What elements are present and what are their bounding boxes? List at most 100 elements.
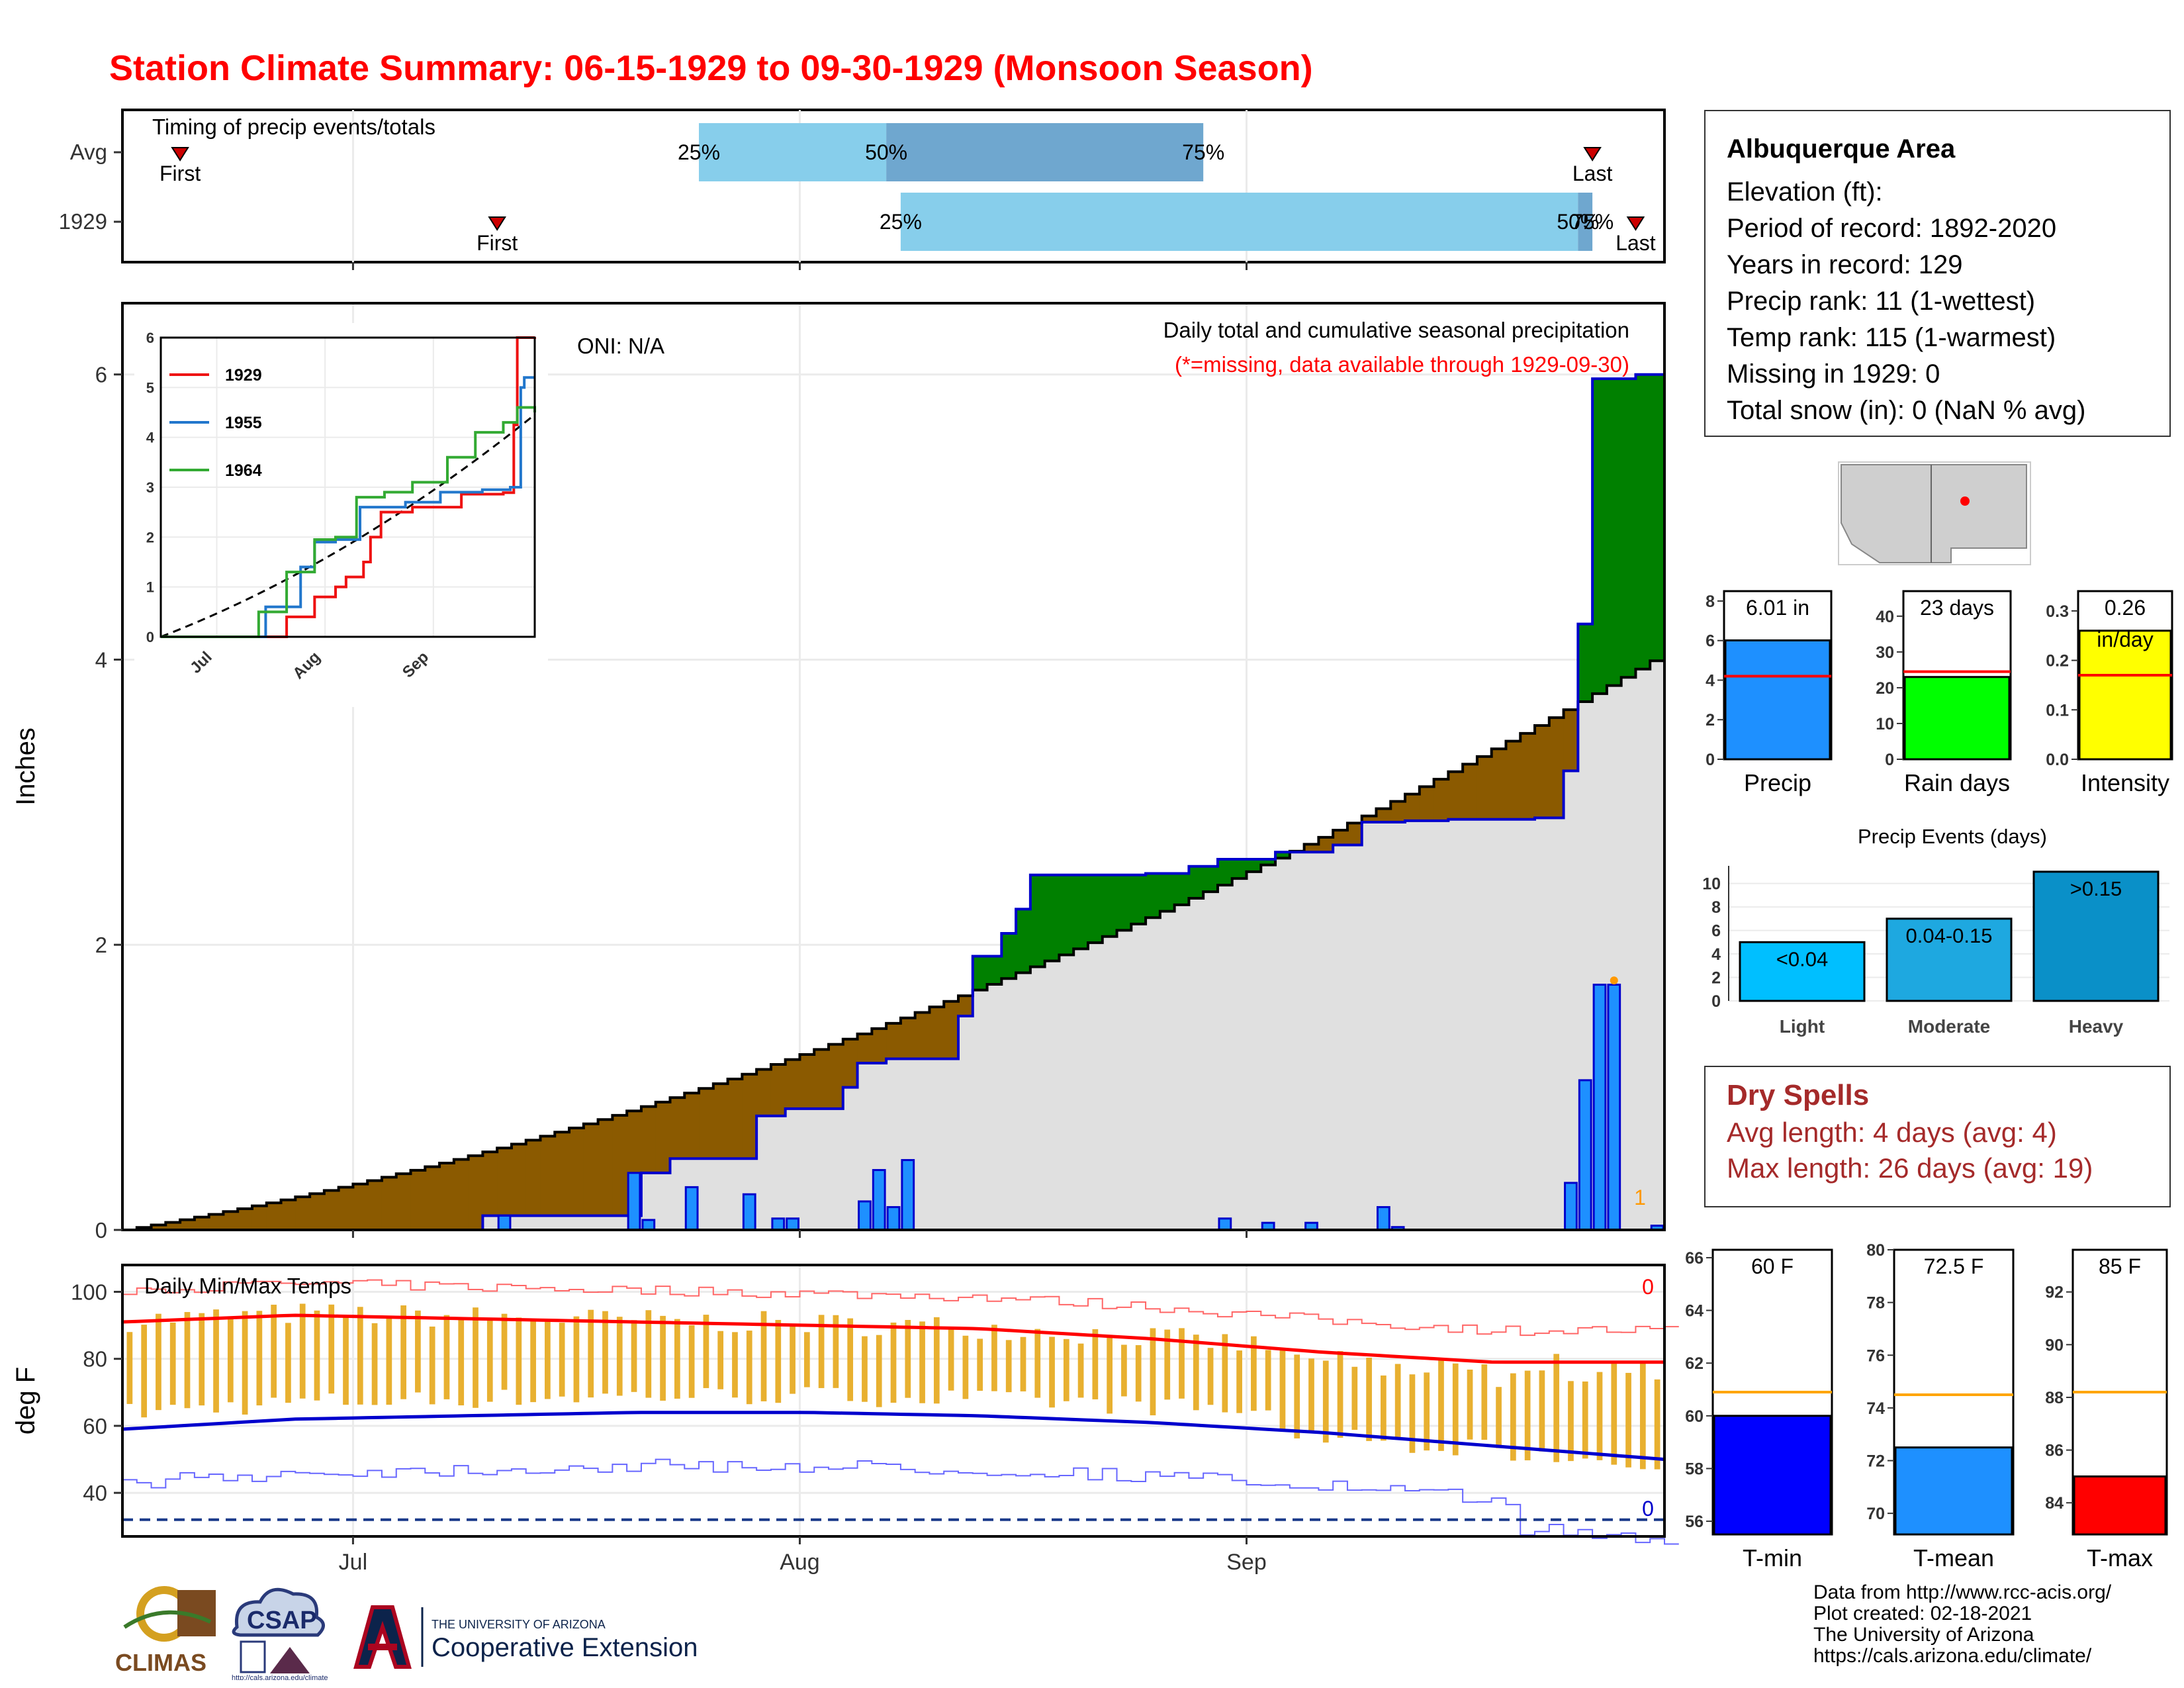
- location-map: [1838, 461, 2031, 565]
- precip-deficit: [1491, 749, 1507, 820]
- temps-daily-range: [169, 1322, 176, 1405]
- precip-deficit: [295, 1196, 310, 1230]
- temps-daily-range: [775, 1319, 782, 1403]
- precip-surplus: [1606, 379, 1622, 686]
- precip-surplus: [972, 956, 988, 990]
- timing-first-label: First: [477, 231, 518, 255]
- precip-deficit: [641, 1106, 657, 1173]
- temp-summary-2-label: T-max: [2087, 1544, 2153, 1571]
- precip-deficit: [915, 1012, 931, 1059]
- precip-deficit: [310, 1194, 325, 1230]
- temps-avg_tmax-line: [122, 1313, 1664, 1364]
- precip-summary-2-value-label: 0.26: [2105, 596, 2146, 620]
- temps-ylabel: deg F: [11, 1367, 40, 1434]
- precip-surplus: [1232, 859, 1248, 879]
- temps-daily-range: [588, 1309, 594, 1398]
- temps-daily-range: [862, 1336, 868, 1402]
- events-ytick-label: 4: [1711, 945, 1721, 964]
- precip-ytick-label: 0: [95, 1218, 107, 1243]
- precip-summary-2-label: Intensity: [2081, 769, 2169, 796]
- events-bar: [1739, 941, 1866, 1002]
- credits: Data from http://www.rcc-acis.org/ Plot …: [1813, 1582, 2111, 1667]
- precip-surplus: [1578, 624, 1593, 702]
- precip-deficit: [1419, 786, 1435, 821]
- temps-xtick-label: Sep: [1226, 1550, 1267, 1575]
- temps-daily-range: [1568, 1381, 1574, 1462]
- precip-deficit: [713, 1084, 729, 1159]
- precip-summary-1-ytick-label: 20: [1876, 679, 1894, 698]
- precip-deficit: [742, 1074, 757, 1159]
- timing-last-marker: [1626, 216, 1645, 231]
- inset-ytick-label: 1: [146, 579, 154, 596]
- temps-daily-range: [1424, 1372, 1430, 1451]
- precip-summary-1-value-label: 23 days: [1920, 596, 1994, 620]
- precip-summary-1-ytick-label: 40: [1876, 608, 1894, 626]
- precip-surplus: [1116, 874, 1132, 931]
- temps-daily-range: [473, 1307, 478, 1408]
- inset-bg: [134, 323, 548, 707]
- precip-deficit: [324, 1190, 340, 1230]
- inset-line-1929: [161, 336, 536, 638]
- logos: CLIMAS CSAP http://cals.arizona.edu/clim…: [111, 1581, 747, 1683]
- temps-daily-range: [559, 1323, 565, 1397]
- precip-summary-0-ytick-label: 6: [1706, 632, 1715, 651]
- temps-daily-range: [429, 1326, 435, 1405]
- temps-daily-range: [1409, 1374, 1416, 1453]
- temps-daily-range: [156, 1313, 161, 1411]
- temps-daily-range: [1639, 1360, 1646, 1470]
- temp-summary-1-ytick-label: 70: [1866, 1505, 1885, 1523]
- precip-deficit: [1535, 726, 1550, 818]
- precip-deficit: [1361, 816, 1377, 822]
- precip-deficit: [208, 1214, 224, 1230]
- precip-daily-bar: [1592, 984, 1607, 1231]
- precip-summary-1-ytick-label: 30: [1876, 643, 1894, 662]
- precip-oni-label: ONI: N/A: [577, 334, 664, 358]
- timing-p50-label: 50%: [865, 140, 907, 164]
- precip-deficit: [655, 1102, 671, 1173]
- temps-daily-range: [213, 1309, 219, 1413]
- precip-deficit: [439, 1163, 455, 1230]
- temp-summary-2-ytick-label: 90: [2045, 1336, 2064, 1354]
- info-line: Missing in 1929: 0: [1727, 359, 1940, 389]
- precip-daily-bar: [1578, 1079, 1592, 1231]
- events-title: Precip Events (days): [1858, 825, 2047, 848]
- temps-daily-range: [328, 1304, 335, 1394]
- temp-summary-0-ytick-label: 58: [1685, 1460, 1704, 1478]
- temp-summary-0-bar: [1713, 1415, 1832, 1536]
- temp-summary-1-label: T-mean: [1913, 1544, 1994, 1571]
- precip-surplus: [1131, 874, 1146, 924]
- dry-spells-header: Dry Spells: [1727, 1079, 1870, 1111]
- precip-surplus: [1044, 874, 1060, 961]
- temp-summary-2-ytick-label: 86: [2045, 1442, 2064, 1460]
- temp-summary-0-value-label: 60 F: [1751, 1254, 1794, 1278]
- precip-summary-2-ytick-label: 0.3: [2046, 602, 2069, 621]
- precip-deficit: [396, 1174, 412, 1230]
- precip-deficit: [1433, 779, 1449, 821]
- temps-daily-range: [1063, 1338, 1069, 1401]
- temps-daily-range: [227, 1319, 234, 1403]
- temps-daily-range: [645, 1310, 652, 1398]
- temps-daily-range: [1193, 1335, 1199, 1411]
- temps-daily-range: [1265, 1350, 1271, 1411]
- temps-daily-range: [1510, 1373, 1516, 1461]
- precip-surplus: [1650, 374, 1665, 661]
- temp-summary-2-bar: [2073, 1475, 2167, 1536]
- temps-daily-range: [443, 1315, 450, 1399]
- temps-daily-range: [760, 1311, 767, 1401]
- precip-deficit: [900, 1017, 916, 1059]
- precip-surplus: [1073, 874, 1089, 949]
- precip-deficit: [540, 1136, 555, 1216]
- precip-deficit: [1448, 771, 1463, 820]
- temp-summary-2-ytick-label: 84: [2045, 1494, 2064, 1513]
- temps-daily-range: [948, 1329, 954, 1391]
- temps-daily-range: [1524, 1370, 1531, 1461]
- temps-daily-range: [1077, 1343, 1084, 1398]
- timing-first-label: First: [159, 162, 201, 185]
- info-line: Elevation (ft):: [1727, 177, 1883, 207]
- events-ytick-label: 2: [1711, 969, 1721, 988]
- station-name: Albuquerque Area: [1727, 134, 1956, 164]
- temps-daily-range: [1625, 1372, 1631, 1468]
